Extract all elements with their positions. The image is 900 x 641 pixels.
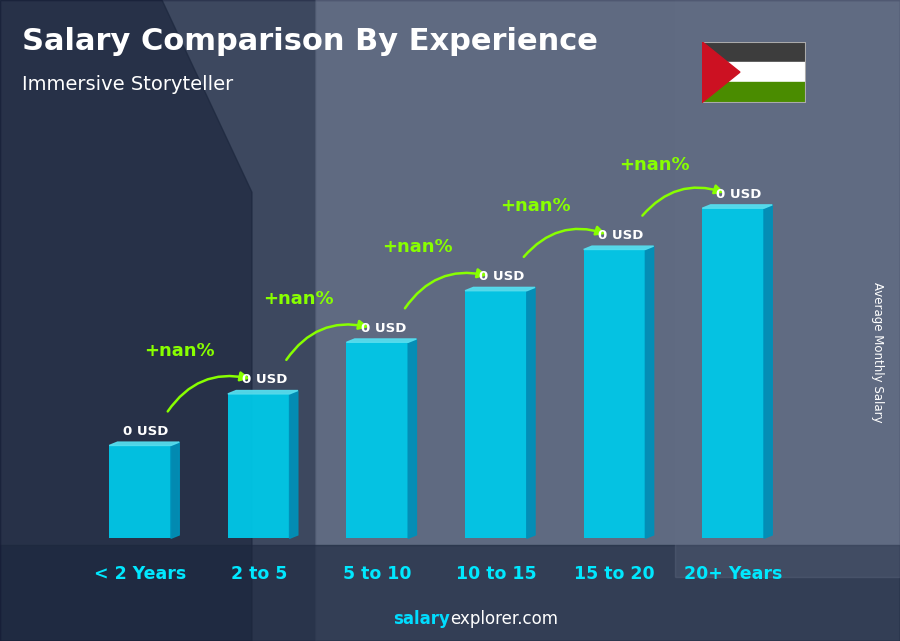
Polygon shape bbox=[584, 246, 653, 249]
Text: +nan%: +nan% bbox=[263, 290, 334, 308]
Polygon shape bbox=[0, 0, 252, 641]
Text: 0 USD: 0 USD bbox=[242, 374, 287, 387]
Text: 0 USD: 0 USD bbox=[479, 271, 525, 283]
Polygon shape bbox=[408, 339, 417, 538]
Text: 5 to 10: 5 to 10 bbox=[343, 565, 411, 583]
FancyArrowPatch shape bbox=[286, 321, 366, 360]
Text: salary: salary bbox=[393, 610, 450, 628]
Text: 0 USD: 0 USD bbox=[361, 322, 406, 335]
Bar bbox=[702, 42, 806, 62]
FancyArrowPatch shape bbox=[167, 372, 248, 412]
Text: 2 to 5: 2 to 5 bbox=[230, 565, 287, 583]
Polygon shape bbox=[346, 339, 417, 342]
FancyArrowPatch shape bbox=[524, 227, 603, 257]
Bar bbox=[0, 545, 900, 641]
Polygon shape bbox=[702, 205, 772, 208]
Text: < 2 Years: < 2 Years bbox=[94, 565, 186, 583]
Bar bbox=[584, 249, 645, 538]
Polygon shape bbox=[526, 287, 535, 538]
Polygon shape bbox=[290, 390, 298, 538]
Bar bbox=[315, 0, 900, 641]
Bar bbox=[228, 394, 290, 538]
Bar bbox=[702, 62, 806, 82]
Bar bbox=[109, 445, 171, 538]
Text: Immersive Storyteller: Immersive Storyteller bbox=[22, 75, 234, 94]
Bar bbox=[346, 342, 408, 538]
Bar bbox=[675, 0, 900, 577]
Text: 20+ Years: 20+ Years bbox=[684, 565, 782, 583]
Text: 0 USD: 0 USD bbox=[598, 229, 644, 242]
Polygon shape bbox=[702, 42, 740, 103]
Text: Salary Comparison By Experience: Salary Comparison By Experience bbox=[22, 28, 598, 56]
FancyArrowPatch shape bbox=[643, 186, 722, 215]
Polygon shape bbox=[109, 442, 179, 445]
Polygon shape bbox=[171, 442, 179, 538]
Text: +nan%: +nan% bbox=[382, 238, 453, 256]
Bar bbox=[465, 291, 526, 538]
Text: 15 to 20: 15 to 20 bbox=[574, 565, 655, 583]
Text: Average Monthly Salary: Average Monthly Salary bbox=[871, 282, 884, 423]
Polygon shape bbox=[228, 390, 298, 394]
Text: explorer.com: explorer.com bbox=[450, 610, 558, 628]
Polygon shape bbox=[764, 205, 772, 538]
Bar bbox=[702, 82, 806, 103]
Text: +nan%: +nan% bbox=[500, 197, 571, 215]
Bar bbox=[702, 208, 764, 538]
Polygon shape bbox=[465, 287, 535, 291]
FancyArrowPatch shape bbox=[405, 269, 484, 308]
Text: +nan%: +nan% bbox=[619, 156, 689, 174]
Text: 0 USD: 0 USD bbox=[123, 425, 168, 438]
Polygon shape bbox=[645, 246, 653, 538]
Text: +nan%: +nan% bbox=[145, 342, 215, 360]
Bar bbox=[0, 0, 315, 641]
Text: 0 USD: 0 USD bbox=[716, 188, 761, 201]
Text: 10 to 15: 10 to 15 bbox=[455, 565, 536, 583]
